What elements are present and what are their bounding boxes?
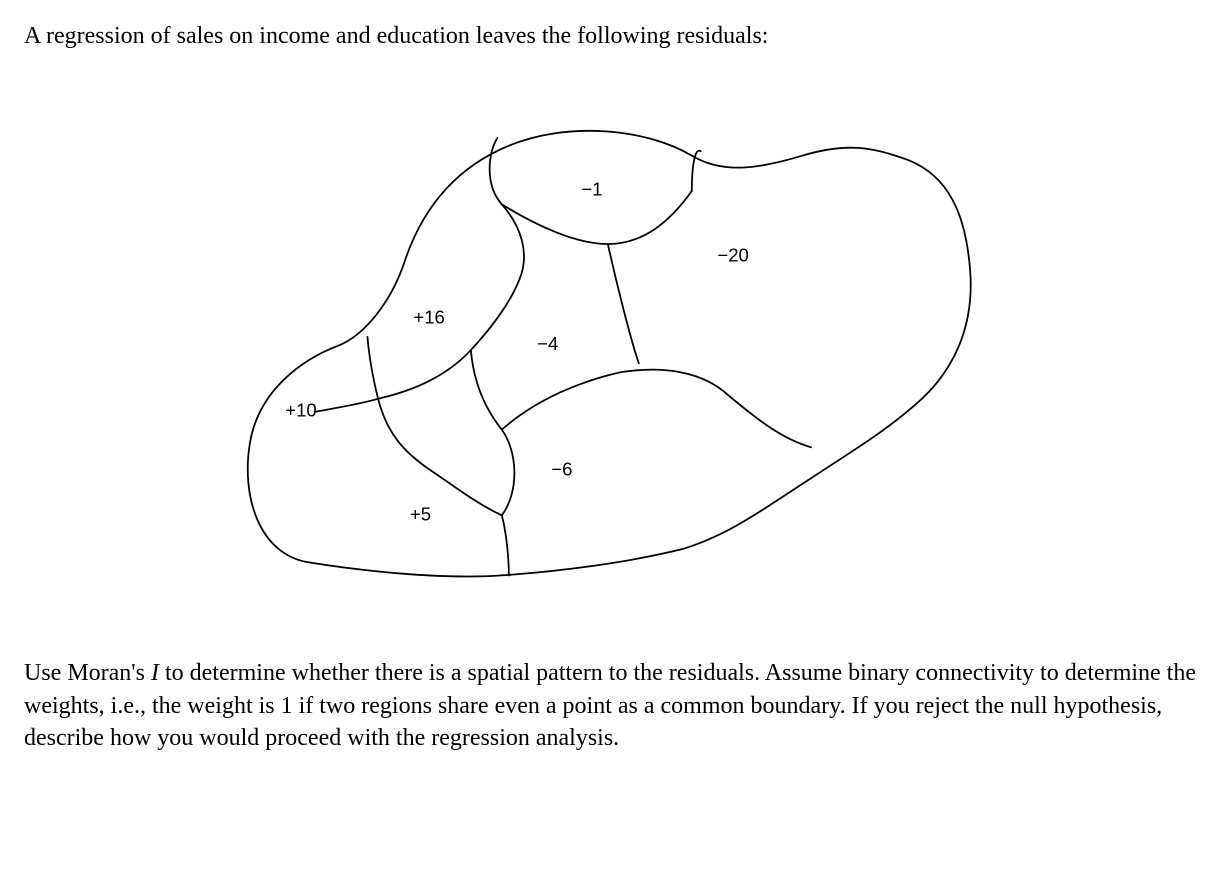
map-edge	[367, 337, 378, 399]
map-edge	[471, 350, 502, 430]
map-outline	[248, 131, 971, 577]
map-edge	[502, 516, 509, 576]
intro-text: A regression of sales on income and educ…	[24, 20, 1196, 52]
region-label-plus10: +10	[285, 400, 316, 421]
map-edge	[727, 395, 811, 448]
region-label-plus5: +5	[410, 504, 431, 525]
diagram-container: +10 +16 +5 −4 −6 −1 −20	[24, 72, 1196, 637]
map-edge	[378, 350, 471, 399]
region-label-minus4: −4	[537, 333, 558, 354]
instructions-italic: I	[151, 660, 159, 686]
map-edge	[608, 191, 692, 244]
region-label-minus6: −6	[551, 459, 572, 480]
map-edge	[427, 468, 502, 516]
instructions-prefix: Use Moran's	[24, 660, 151, 686]
region-label-minus20: −20	[717, 245, 748, 266]
region-label-minus1: −1	[581, 179, 602, 200]
region-map-diagram: +10 +16 +5 −4 −6 −1 −20	[219, 72, 979, 637]
map-edge	[471, 280, 520, 351]
map-edge	[608, 244, 639, 363]
map-edge	[378, 399, 427, 468]
map-edge	[621, 370, 727, 395]
instructions-suffix: to determine whether there is a spatial …	[24, 660, 1196, 751]
map-edge	[502, 430, 515, 516]
region-label-plus16: +16	[413, 307, 444, 328]
map-edge	[502, 373, 621, 430]
map-edge	[502, 205, 608, 245]
map-edge	[314, 399, 378, 412]
map-edge	[490, 138, 502, 204]
instructions-text: Use Moran's I to determine whether there…	[24, 657, 1196, 754]
